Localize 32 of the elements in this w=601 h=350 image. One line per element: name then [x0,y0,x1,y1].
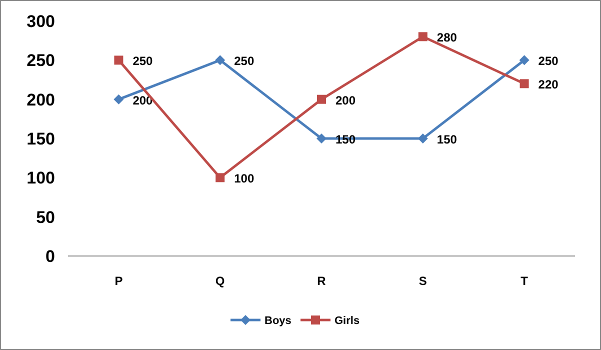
point [317,94,326,104]
point [520,79,529,88]
point [114,94,124,104]
point [418,134,428,144]
y-tick-label: 250 [26,51,55,70]
data-label: 280 [436,30,458,45]
point [519,55,530,66]
point [418,32,428,42]
data-label: 250 [538,54,559,68]
x-tick-label: S [418,274,427,288]
y-tick-label: 150 [26,130,55,148]
data-label: 100 [234,172,254,186]
legend-label: Boys [264,315,292,327]
point [316,134,326,144]
x-tick-label: R [317,274,326,288]
point [215,55,226,66]
y-tick-label: 300 [26,12,55,31]
y-tick-label: 100 [26,168,55,188]
x-tick-label: P [114,274,123,288]
point [216,173,225,182]
x-tick-label: Q [215,274,225,288]
y-tick-label: 0 [46,247,55,266]
legend-label: Girls [334,315,360,327]
data-label: 250 [132,54,154,68]
data-label: 200 [336,93,356,108]
data-label: 250 [234,54,254,68]
y-tick-label: 50 [36,208,55,227]
data-label: 220 [538,78,559,92]
x-tick-label: T [520,274,529,288]
data-label: 150 [436,132,458,146]
y-tick-label: 200 [26,90,55,110]
point [114,56,124,65]
